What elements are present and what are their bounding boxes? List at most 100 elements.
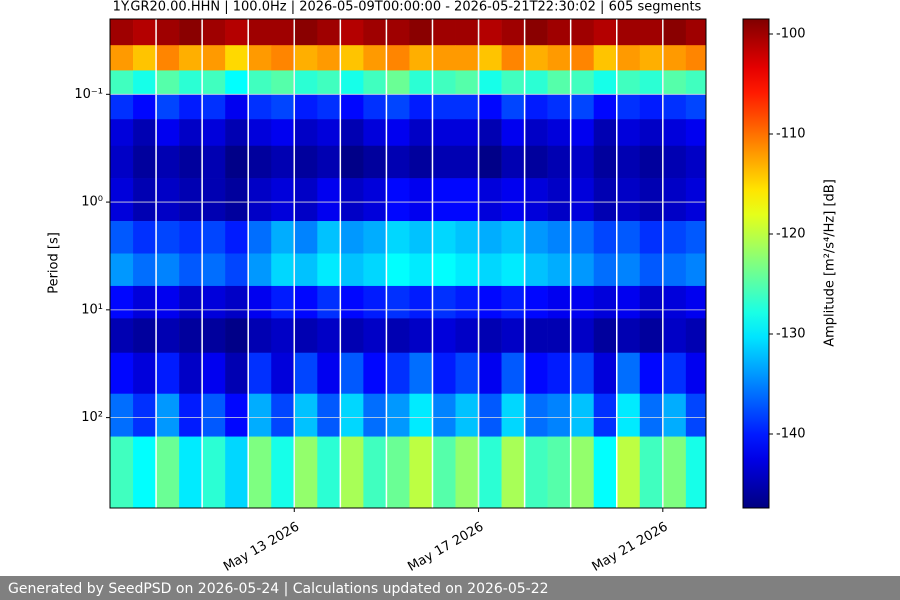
- heatmap-cell: [501, 221, 525, 254]
- heatmap-cell: [409, 253, 433, 287]
- heatmap-cell: [616, 94, 641, 120]
- heatmap-cell: [271, 253, 295, 287]
- heatmap-cell: [202, 393, 226, 437]
- heatmap-cell: [110, 318, 134, 354]
- heatmap-cell: [455, 45, 479, 71]
- heatmap-cell: [156, 178, 180, 222]
- heatmap-cell: [685, 221, 707, 254]
- heatmap-cell: [294, 352, 318, 394]
- heatmap-cell: [501, 436, 525, 509]
- heatmap-cell: [501, 145, 525, 179]
- heatmap-cell: [501, 70, 525, 95]
- heatmap-cell: [662, 285, 687, 319]
- heatmap-cell: [294, 94, 318, 120]
- heatmap-cell: [685, 352, 707, 394]
- heatmap-cell: [156, 318, 180, 354]
- heatmap-cell: [317, 19, 341, 46]
- heatmap-cell: [110, 94, 134, 120]
- colorbar-tick-label: -120: [776, 227, 806, 242]
- heatmap-cell: [386, 19, 410, 46]
- heatmap-cell: [179, 393, 203, 437]
- heatmap-cell: [639, 19, 664, 46]
- heatmap-cell: [294, 145, 318, 179]
- heatmap-cell: [363, 285, 387, 319]
- heatmap-cell: [409, 393, 433, 437]
- heatmap-cell: [639, 436, 664, 509]
- heatmap-cell: [133, 352, 157, 394]
- heatmap-cell: [639, 352, 664, 394]
- heatmap-cell: [409, 45, 433, 71]
- heatmap-cell: [202, 253, 226, 287]
- heatmap-cell: [110, 178, 134, 222]
- heatmap-cell: [432, 393, 456, 437]
- heatmap-cell: [685, 178, 707, 222]
- heatmap-cell: [225, 119, 249, 147]
- heatmap-cell: [179, 119, 203, 147]
- heatmap-cell: [616, 318, 641, 354]
- heatmap-cell: [294, 19, 318, 46]
- heatmap-cell: [248, 318, 272, 354]
- heatmap-cell: [547, 145, 571, 179]
- heatmap-cell: [317, 178, 341, 222]
- heatmap-cell: [363, 253, 387, 287]
- heatmap-cell: [616, 221, 641, 254]
- heatmap-cell: [478, 285, 502, 319]
- heatmap-cell: [639, 393, 664, 437]
- heatmap-cell: [248, 221, 272, 254]
- heatmap-cell: [455, 393, 479, 437]
- heatmap-cell: [156, 436, 180, 509]
- heatmap-cell: [547, 19, 571, 46]
- heatmap-cell: [662, 94, 687, 120]
- heatmap-cell: [616, 253, 641, 287]
- heatmap-cell: [455, 352, 479, 394]
- heatmap-cell: [340, 393, 364, 437]
- heatmap-cell: [317, 352, 341, 394]
- x-tick-label: May 21 2026: [590, 520, 671, 575]
- heatmap-cell: [248, 178, 272, 222]
- heatmap-cell: [432, 318, 456, 354]
- heatmap-cell: [455, 145, 479, 179]
- heatmap-cell: [685, 436, 707, 509]
- heatmap-cell: [156, 285, 180, 319]
- heatmap-cell: [202, 119, 226, 147]
- heatmap-cell: [547, 436, 571, 509]
- heatmap-cell: [248, 94, 272, 120]
- heatmap-cell: [294, 318, 318, 354]
- heatmap-cell: [156, 145, 180, 179]
- y-tick-label: 10⁰: [81, 195, 103, 210]
- heatmap-cell: [110, 352, 134, 394]
- heatmap-cell: [478, 119, 502, 147]
- heatmap-cell: [271, 178, 295, 222]
- heatmap-cell: [386, 145, 410, 179]
- heatmap-cell: [248, 119, 272, 147]
- heatmap-cell: [294, 221, 318, 254]
- heatmap-cell: [478, 94, 502, 120]
- heatmap-cell: [225, 318, 249, 354]
- heatmap-cell: [294, 253, 318, 287]
- heatmap-cell: [363, 393, 387, 437]
- heatmap-cell: [616, 393, 641, 437]
- heatmap-cell: [317, 70, 341, 95]
- heatmap-cell: [524, 178, 548, 222]
- heatmap-cell: [570, 352, 595, 394]
- heatmap-cell: [340, 352, 364, 394]
- heatmap-cell: [593, 145, 618, 179]
- heatmap-cell: [639, 45, 664, 71]
- heatmap-cell: [662, 436, 687, 509]
- heatmap-cell: [570, 119, 595, 147]
- heatmap-cell: [179, 253, 203, 287]
- heatmap-cell: [616, 45, 641, 71]
- heatmap-cell: [294, 436, 318, 509]
- heatmap-cell: [179, 318, 203, 354]
- heatmap-cell: [455, 178, 479, 222]
- colorbar-tick-label: -140: [776, 427, 806, 442]
- heatmap-cell: [202, 45, 226, 71]
- heatmap-cell: [593, 221, 618, 254]
- heatmap-cell: [133, 70, 157, 95]
- heatmap-cell: [432, 253, 456, 287]
- heatmap-cell: [547, 318, 571, 354]
- heatmap-cell: [271, 318, 295, 354]
- x-tick-label: May 13 2026: [221, 520, 302, 575]
- heatmap-cell: [570, 221, 595, 254]
